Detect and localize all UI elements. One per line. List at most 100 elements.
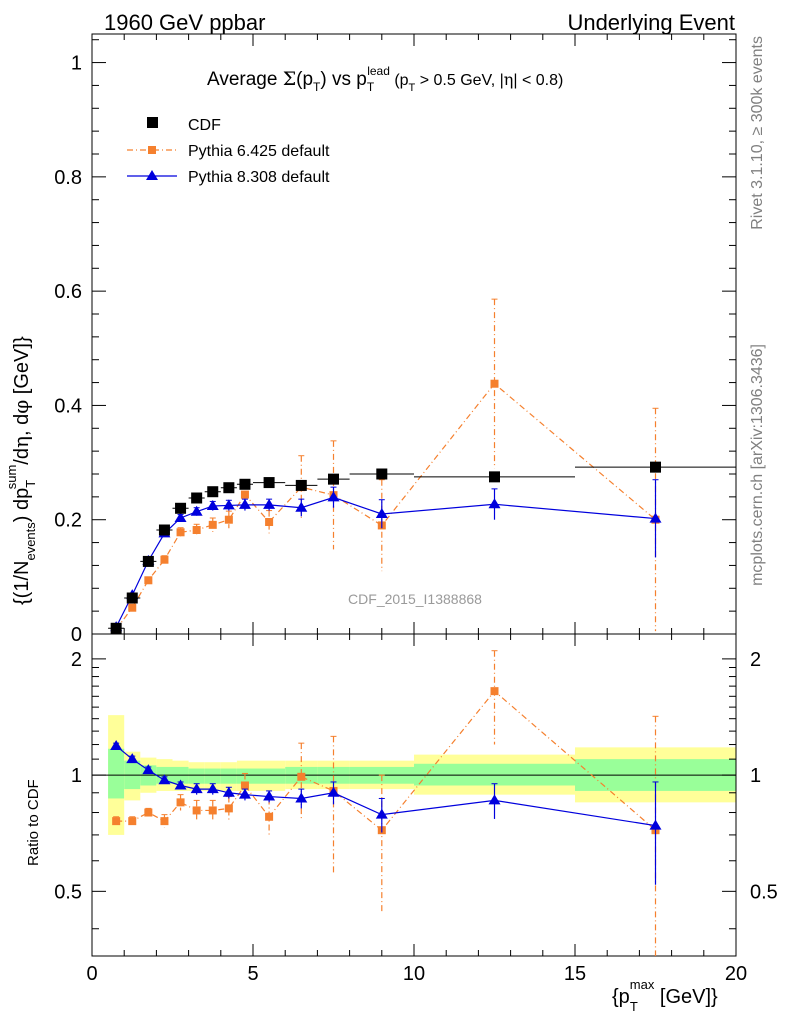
cdf-point (650, 461, 661, 473)
cdf-point (191, 492, 203, 504)
ratio-pythia8-point (158, 774, 171, 785)
pythia8-point (375, 508, 388, 518)
cdf-point (328, 473, 339, 485)
ratio-pythia8-point (174, 779, 187, 790)
ratio-pythia6-point (112, 817, 121, 826)
pythia8-point (174, 512, 187, 522)
ratio-pythia6-point (490, 687, 499, 696)
pythia6-point (240, 490, 249, 499)
x-tick-label: 10 (403, 963, 425, 985)
ratio-pythia8-point (190, 783, 203, 794)
cdf-point (110, 622, 122, 634)
pythia8-point (295, 501, 308, 512)
main-y-tick-label: 0.4 (54, 395, 82, 417)
ratio-pythia8-point (222, 786, 235, 797)
pythia6-point (490, 379, 499, 388)
ratio-band-inner (204, 768, 221, 784)
cdf-point (158, 524, 170, 536)
pythia6-point (144, 576, 153, 585)
ratio-pythia8-point (110, 739, 123, 750)
pythia6-point (160, 555, 169, 564)
ratio-pythia8-point (126, 753, 139, 764)
ratio-band-inner (108, 748, 125, 799)
pythia6-point (192, 526, 201, 534)
ratio-y-tick-label: 2 (71, 649, 82, 671)
main-y-tick-label: 1 (71, 53, 82, 75)
cdf-point (126, 592, 138, 604)
x-tick-label: 5 (247, 963, 258, 985)
main-y-tick-label: 0.2 (54, 510, 82, 532)
ratio-pythia8-point (375, 808, 388, 819)
ratio-pythia6-point (265, 812, 274, 821)
ratio-pythia6-point (297, 772, 306, 781)
ratio-y-tick-label-right: 2 (750, 649, 761, 671)
legend-pythia8-label: Pythia 8.308 default (188, 169, 330, 186)
legend: CDF Pythia 6.425 default Pythia 8.308 de… (127, 117, 330, 186)
rivet-label: Rivet 3.1.10, ≥ 300k events (749, 36, 766, 230)
legend-cdf-marker (147, 117, 158, 128)
ratio-band-inner (188, 768, 205, 784)
ratio-pythia8-point (295, 792, 308, 803)
legend-cdf-label: CDF (188, 117, 221, 134)
header-left: 1960 GeV ppbar (104, 10, 265, 35)
ratio-axes: 0 5 10 15 20 0.5 0.5 1 1 2 2 (54, 633, 778, 985)
ratio-y-tick-label: 0.5 (54, 881, 82, 903)
pythia6-point (128, 603, 137, 612)
cdf-point (263, 477, 275, 489)
pythia8-point (206, 500, 219, 510)
cdf-point (295, 479, 307, 491)
pythia8-point (222, 499, 235, 510)
ratio-pythia6-point (240, 781, 249, 790)
mcplots-label: mcplots.cern.ch [arXiv:1306.3436] (749, 344, 766, 586)
cdf-point (207, 486, 219, 498)
ratio-pythia8-point (142, 764, 155, 775)
legend-pythia6-label: Pythia 6.425 default (188, 143, 330, 160)
main-series (108, 298, 736, 634)
ratio-pythia8-point (206, 783, 219, 794)
ratio-pythia8-point (327, 786, 340, 797)
ratio-pythia6-point (128, 817, 137, 826)
ratio-pythia6-point (224, 804, 233, 813)
analysis-watermark: CDF_2015_I1388868 (348, 591, 482, 607)
ratio-pythia8-point (238, 788, 251, 799)
main-ylabel: {(1/Nevents) dpTsum/dη, dφ [GeV]} (4, 336, 38, 605)
x-axis-label: {pTmax [GeV]} (612, 977, 718, 1014)
ratio-pythia6-point (192, 806, 201, 815)
main-title: Average Σ(pT) vs pTlead (pT > 0.5 GeV, |… (207, 64, 563, 94)
x-tick-label: 0 (86, 963, 97, 985)
ratio-pythia8-point (649, 819, 662, 830)
cdf-point (142, 555, 154, 567)
cdf-point (489, 471, 500, 483)
main-y-tick-label: 0.6 (54, 281, 82, 303)
ratio-ylabel: Ratio to CDF (25, 779, 42, 866)
ratio-y-tick-label: 1 (71, 765, 82, 787)
pythia8-point (327, 491, 340, 502)
ratio-band-inner (253, 768, 286, 784)
pythia6-point (224, 515, 233, 524)
pythia6-point (208, 520, 217, 529)
x-tick-label: 20 (725, 963, 747, 985)
cdf-point (223, 482, 235, 494)
x-tick-label: 15 (564, 963, 586, 985)
pythia8-point (488, 498, 501, 509)
ratio-series (110, 650, 662, 956)
ratio-pythia6-point (144, 808, 153, 817)
pythia6-point (176, 528, 185, 537)
ratio-y-tick-label-right: 1 (750, 765, 761, 787)
cdf-point (239, 478, 251, 490)
ratio-pythia6-point (160, 817, 169, 826)
ratio-pythia6-point (176, 798, 185, 807)
ratio-band-inner (220, 768, 237, 784)
ratio-pythia6-point (208, 806, 217, 815)
pythia6-point (265, 518, 274, 526)
ratio-y-tick-label-right: 0.5 (750, 881, 778, 903)
legend-pythia6-marker (148, 146, 156, 154)
cdf-point (175, 502, 187, 514)
pythia8-point (238, 498, 251, 509)
ratio-pythia6-line (116, 690, 656, 832)
pythia8-point (190, 505, 203, 516)
ratio-pythia8-point (263, 790, 276, 801)
pythia8-point (263, 498, 276, 509)
pythia8-point (649, 512, 662, 523)
